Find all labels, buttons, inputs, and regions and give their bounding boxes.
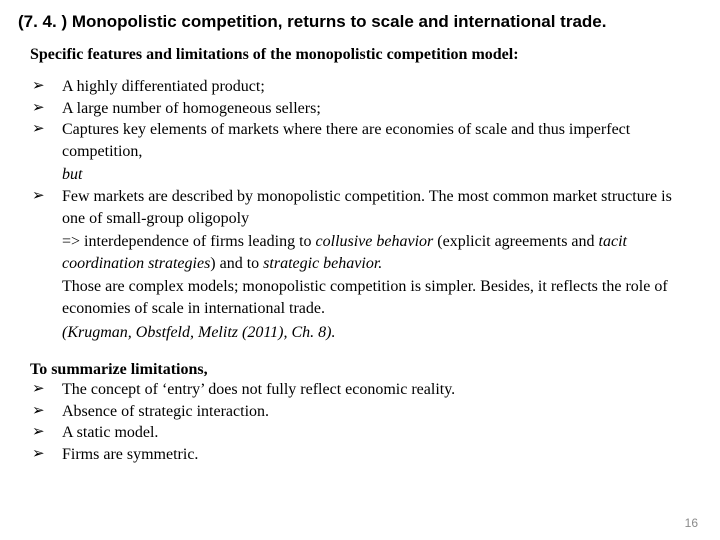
summary-heading: To summarize limitations, (14, 361, 692, 379)
feature-text: A large number of homogeneous sellers; (62, 100, 321, 117)
feature-text: A highly differentiated product; (62, 78, 265, 95)
arrow-pre: => interdependence of firms leading to (62, 233, 316, 250)
feature-text: Few markets are described by monopolisti… (62, 186, 692, 229)
feature-arrow-line: => interdependence of firms leading to c… (62, 231, 692, 274)
list-item: A large number of homogeneous sellers; (30, 98, 692, 120)
slide-page: (7. 4. ) Monopolistic competition, retur… (0, 0, 720, 540)
limitation-text: The concept of ‘entry’ does not fully re… (62, 381, 455, 398)
list-item: The concept of ‘entry’ does not fully re… (30, 379, 692, 401)
feature-text: Captures key elements of markets where t… (62, 121, 630, 160)
list-item: Few markets are described by monopolisti… (30, 186, 692, 343)
limitation-text: A static model. (62, 424, 158, 441)
list-item: A static model. (30, 422, 692, 444)
features-heading: Specific features and limitations of the… (14, 46, 692, 64)
list-item: Captures key elements of markets where t… (30, 119, 692, 186)
features-list: A highly differentiated product; A large… (14, 76, 692, 343)
limitation-text: Absence of strategic interaction. (62, 403, 269, 420)
feature-note: Those are complex models; monopolistic c… (62, 276, 692, 319)
arrow-mid: (explicit agreements and (437, 233, 598, 250)
feature-tail-italic: but (62, 164, 692, 186)
limitations-list: The concept of ‘entry’ does not fully re… (14, 379, 692, 465)
list-item: A highly differentiated product; (30, 76, 692, 98)
page-title: (7. 4. ) Monopolistic competition, retur… (14, 12, 692, 32)
page-number: 16 (685, 516, 698, 530)
arrow-em: strategic behavior. (263, 255, 382, 272)
list-item: Absence of strategic interaction. (30, 401, 692, 423)
arrow-post: ) and to (210, 255, 263, 272)
list-item: Firms are symmetric. (30, 444, 692, 466)
arrow-em: collusive behavior (316, 233, 438, 250)
feature-citation: (Krugman, Obstfeld, Melitz (2011), Ch. 8… (62, 322, 692, 344)
limitation-text: Firms are symmetric. (62, 446, 198, 463)
